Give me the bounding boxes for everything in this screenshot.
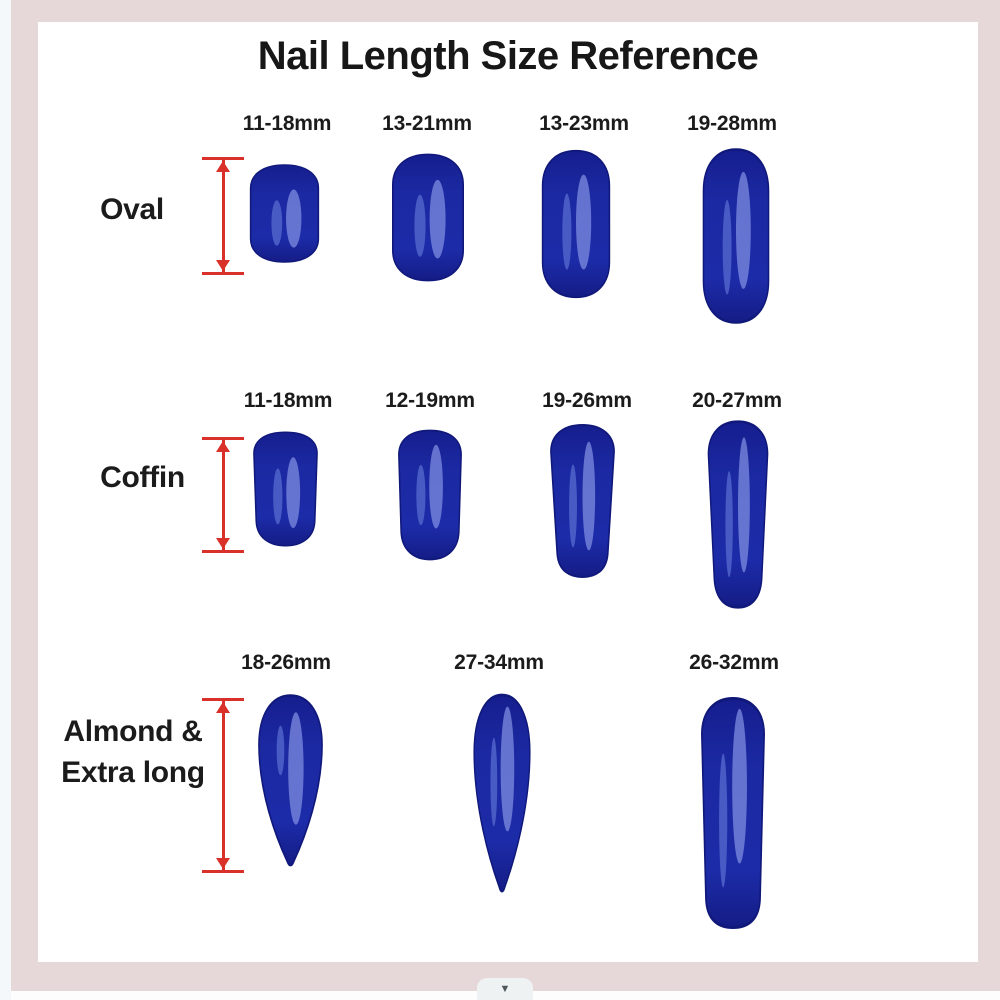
size-label: 26-32mm: [689, 651, 779, 674]
size-label: 11-18mm: [243, 389, 333, 412]
size-label: 13-21mm: [382, 112, 472, 135]
row-label-coffin: Coffin: [70, 457, 215, 498]
size-label: 27-34mm: [454, 651, 544, 674]
nail-swatch-coffin-4: [707, 420, 769, 609]
measure-arrow-almond: [202, 698, 244, 873]
arrow-cap-bottom: [202, 870, 244, 873]
nail-swatch-coffin-1: [253, 431, 318, 547]
arrow-head-down-icon: [216, 538, 230, 549]
collapse-image-button[interactable]: ▼: [477, 978, 533, 1000]
size-label: 11-18mm: [242, 112, 332, 135]
row-label-coffin-text: Coffin: [100, 461, 185, 494]
size-label: 13-23mm: [539, 112, 629, 135]
row-label-almond-extra-long: Almond & Extra long: [43, 711, 223, 793]
arrow-cap-bottom: [202, 272, 244, 275]
page-title: Nail Length Size Reference: [257, 34, 759, 78]
nail-swatch-oval-1: [249, 164, 320, 263]
nail-swatch-oval-3: [541, 149, 611, 299]
nail-swatch-almond-1: [258, 694, 323, 867]
row-label-line2: Extra long: [61, 756, 205, 789]
arrow-shaft: [221, 159, 225, 273]
size-label: 19-28mm: [687, 112, 777, 135]
arrow-cap-top: [202, 157, 244, 160]
size-label: 18-26mm: [241, 651, 331, 674]
measure-arrow-oval: [202, 157, 244, 275]
arrow-shaft: [221, 439, 225, 551]
page-gutter: [0, 0, 11, 1000]
arrow-cap-top: [202, 698, 244, 701]
arrow-head-up-icon: [216, 702, 230, 713]
arrow-head-down-icon: [216, 260, 230, 271]
arrow-shaft: [221, 700, 225, 871]
arrow-cap-top: [202, 437, 244, 440]
nail-swatch-oval-4: [702, 148, 770, 324]
measure-arrow-coffin: [202, 437, 244, 553]
row-label-line1: Almond &: [63, 715, 203, 748]
nail-swatch-almond-2: [473, 693, 531, 893]
size-label: 20-27mm: [692, 389, 782, 412]
arrow-cap-bottom: [202, 550, 244, 553]
arrow-head-up-icon: [216, 441, 230, 452]
nail-swatch-coffin-2: [398, 429, 462, 561]
nail-swatch-coffin-3: [550, 423, 615, 579]
chevron-down-icon: ▼: [499, 982, 511, 995]
size-label: 12-19mm: [385, 389, 475, 412]
arrow-head-down-icon: [216, 858, 230, 869]
size-label: 19-26mm: [542, 389, 632, 412]
row-label-oval: Oval: [67, 189, 197, 230]
nail-swatch-extra-long-3: [701, 696, 765, 930]
arrow-head-up-icon: [216, 161, 230, 172]
row-label-oval-text: Oval: [100, 193, 164, 226]
nail-swatch-oval-2: [392, 153, 464, 282]
